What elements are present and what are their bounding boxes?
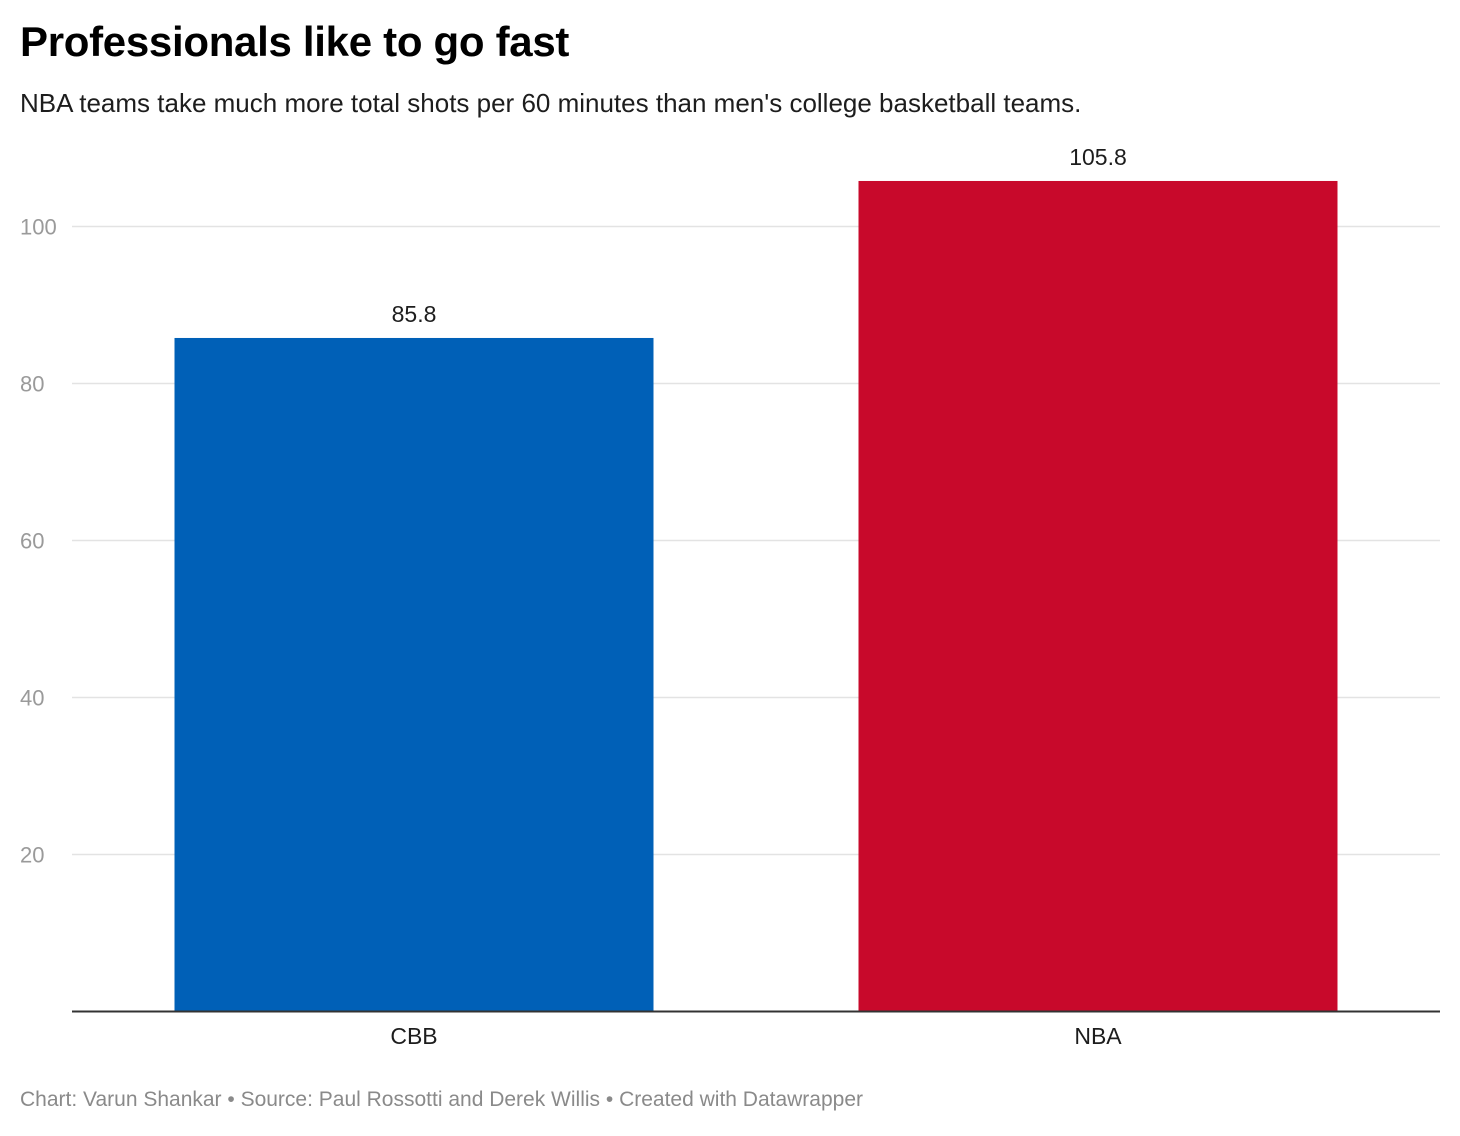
y-tick-label: 80 [20,372,44,397]
chart-subtitle: NBA teams take much more total shots per… [20,88,1082,118]
y-tick-label: 20 [20,843,44,868]
x-tick-label: CBB [390,1023,437,1049]
bar-nba [858,180,1338,1012]
bar-cbb [174,337,654,1012]
data-label: 85.8 [392,301,437,327]
x-tick-label: NBA [1074,1023,1122,1049]
data-label: 105.8 [1069,144,1127,170]
chart-title: Professionals like to go fast [20,18,570,65]
y-tick-label: 60 [20,529,44,554]
y-tick-label: 100 [20,215,57,240]
y-tick-label: 40 [20,686,44,711]
chart-footer: Chart: Varun Shankar • Source: Paul Ross… [20,1088,864,1111]
